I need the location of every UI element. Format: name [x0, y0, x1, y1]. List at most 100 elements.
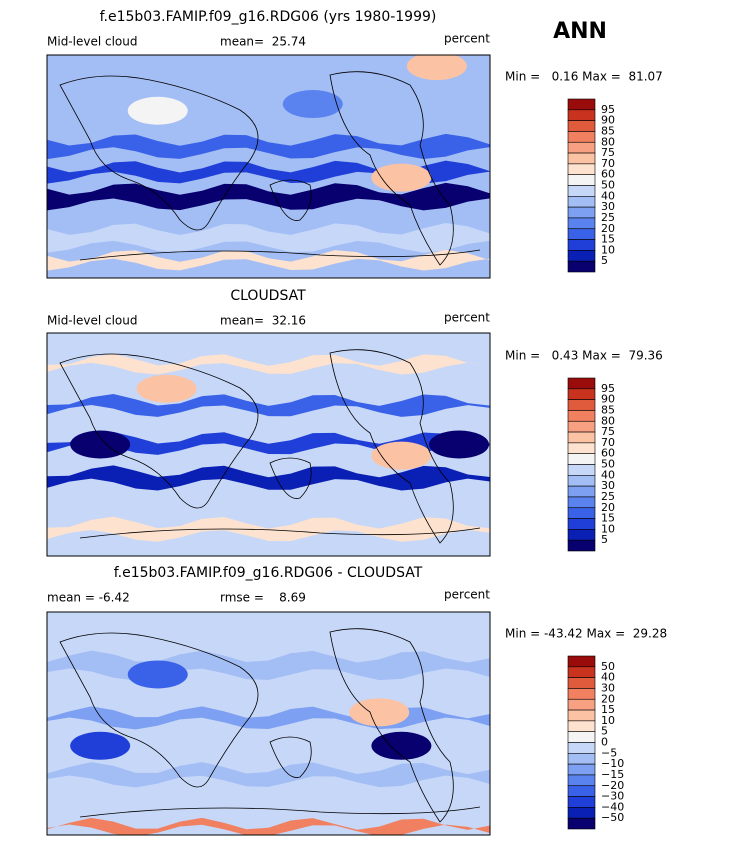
colorbar-box [567, 796, 596, 808]
colorbar-box [567, 677, 596, 689]
field-band [47, 160, 490, 184]
map-field [47, 612, 490, 835]
colorbar-label: 25 [601, 490, 615, 503]
left-label: mean = -6.42 [47, 591, 130, 605]
colorbar-label: 15 [601, 703, 615, 716]
colorbar-box [567, 464, 596, 476]
map-frame [46, 611, 491, 836]
unit-label: percent [444, 588, 490, 602]
colorbar-box [567, 217, 596, 230]
panel-title: f.e15b03.FAMIP.f09_g16.RDG06 (yrs 1980-1… [100, 9, 437, 25]
colorbar-box [567, 485, 596, 498]
colorbar-box [567, 731, 596, 743]
min-max: Min = -43.42 Max = 29.28 [505, 627, 667, 641]
colorbar-label: 40 [601, 468, 615, 481]
colorbar-label: 95 [601, 382, 615, 395]
colorbar-label: 5 [601, 725, 608, 738]
field-band [47, 249, 490, 271]
map-field [47, 333, 490, 556]
colorbar-box [567, 420, 596, 433]
colorbar-box [567, 196, 596, 208]
colorbar-box [567, 774, 596, 787]
min-max: Min = 0.16 Max = 81.07 [505, 70, 663, 84]
center-label: mean= 25.74 [220, 35, 306, 49]
colorbar-box [567, 250, 596, 262]
colorbar-label: −30 [601, 790, 624, 803]
colorbar-box [567, 377, 596, 390]
field-band [47, 182, 490, 211]
colorbar-box [567, 539, 596, 552]
field-band [47, 394, 490, 417]
center-label: rmse = 8.69 [220, 591, 306, 605]
panel-title: CLOUDSAT [230, 288, 306, 304]
colorbar-label: 25 [601, 211, 615, 224]
colorbar-box [567, 98, 596, 111]
colorbar-label: 80 [601, 135, 615, 148]
field-blob [136, 374, 197, 403]
colorbar-box [567, 260, 596, 273]
colorbar-label: 5 [601, 533, 608, 546]
unit-label: percent [444, 311, 490, 325]
colorbar-label: 10 [601, 714, 615, 727]
colorbar-box [567, 475, 596, 487]
coastline [79, 527, 481, 539]
field-blob [70, 731, 131, 760]
map-frame [46, 332, 491, 557]
colorbar-label: −15 [601, 768, 624, 781]
colorbar-label: −50 [601, 811, 624, 824]
colorbar-box [567, 453, 596, 465]
colorbar-label: 5 [601, 254, 608, 267]
coastline [329, 628, 454, 823]
colorbar-label: 10 [601, 522, 615, 535]
colorbar-box [567, 709, 596, 722]
colorbar-box [567, 785, 596, 797]
colorbar-box [567, 109, 596, 121]
colorbar-box [567, 807, 596, 819]
colorbar-label: 90 [601, 114, 615, 127]
colorbar-box [567, 518, 596, 530]
field-band [47, 762, 490, 788]
colorbar-label: 85 [601, 403, 615, 416]
colorbar-box [567, 529, 596, 541]
coastline [269, 736, 312, 778]
field-blob [349, 698, 410, 727]
colorbar-box [567, 720, 596, 732]
colorbar-label: 85 [601, 124, 615, 137]
field-blob [371, 163, 432, 192]
colorbar-label: 60 [601, 447, 615, 460]
colorbar-label: 60 [601, 168, 615, 181]
colorbar-label: 15 [601, 233, 615, 246]
colorbar-label: 70 [601, 157, 615, 170]
colorbar-label: −5 [601, 746, 617, 759]
colorbar-label: 30 [601, 479, 615, 492]
field-band [47, 133, 490, 160]
colorbar-label: 80 [601, 414, 615, 427]
field-blob [371, 441, 432, 470]
map-frame [46, 54, 491, 279]
colorbar-box [567, 228, 596, 240]
colorbar-box [567, 753, 596, 765]
colorbar-box [567, 410, 596, 422]
colorbar-box [567, 817, 596, 830]
colorbar-label: 30 [601, 200, 615, 213]
field-blob [282, 90, 343, 119]
colorbar-box [567, 185, 596, 197]
colorbar-box [567, 141, 596, 154]
coastline [269, 457, 312, 499]
colorbar-box [567, 152, 596, 165]
colorbar-box [567, 120, 596, 132]
colorbar-box [567, 698, 596, 711]
colorbar-box [567, 388, 596, 400]
field-blob [371, 731, 432, 760]
colorbar-box [567, 239, 596, 251]
colorbar-label: −10 [601, 757, 624, 770]
map-field [47, 55, 490, 278]
coastline [59, 632, 259, 788]
colorbar-label: 20 [601, 501, 615, 514]
coastline [269, 179, 312, 221]
colorbar-label: 40 [601, 671, 615, 684]
colorbar-box [567, 206, 596, 219]
colorbar-box [567, 507, 596, 519]
map [46, 611, 491, 836]
